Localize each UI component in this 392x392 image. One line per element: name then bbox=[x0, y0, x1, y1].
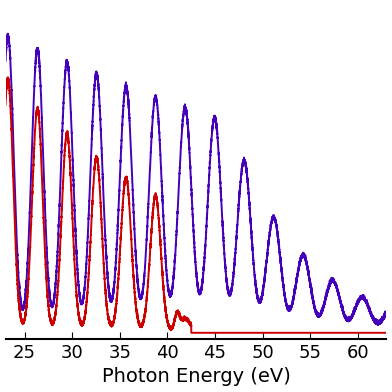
X-axis label: Photon Energy (eV): Photon Energy (eV) bbox=[102, 367, 290, 387]
